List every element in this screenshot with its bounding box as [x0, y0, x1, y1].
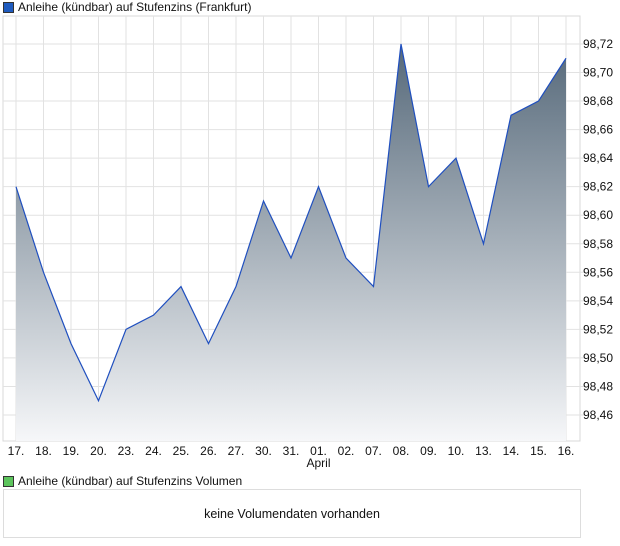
y-tick-label: 98,70	[583, 66, 613, 80]
y-tick-label: 98,50	[583, 351, 613, 365]
x-tick-label: 08.	[393, 444, 410, 458]
y-tick-label: 98,58	[583, 237, 613, 251]
price-legend: Anleihe (kündbar) auf Stufenzins (Frankf…	[3, 0, 251, 14]
x-tick-label: 27.	[228, 444, 245, 458]
price-area	[16, 43, 566, 441]
x-tick-label: 20.	[90, 444, 107, 458]
y-tick-label: 98,64	[583, 151, 613, 165]
y-tick-label: 98,60	[583, 208, 613, 222]
x-tick-label: 02.	[338, 444, 355, 458]
month-label: April	[306, 456, 330, 470]
x-tick-label: 19.	[63, 444, 80, 458]
y-tick-label: 98,72	[583, 37, 613, 51]
y-tick-label: 98,62	[583, 180, 613, 194]
y-tick-label: 98,66	[583, 123, 613, 137]
volume-legend: Anleihe (kündbar) auf Stufenzins Volumen	[3, 474, 242, 488]
x-tick-label: 09.	[420, 444, 437, 458]
x-tick-label: 14.	[503, 444, 520, 458]
x-tick-label: 07.	[365, 444, 382, 458]
y-tick-label: 98,46	[583, 408, 613, 422]
x-tick-label: 31.	[283, 444, 300, 458]
y-tick-label: 98,48	[583, 379, 613, 393]
x-tick-label: 16.	[558, 444, 575, 458]
price-swatch-icon	[3, 1, 14, 13]
x-tick-label: 10.	[448, 444, 465, 458]
x-tick-label: 25.	[173, 444, 190, 458]
y-tick-label: 98,56	[583, 265, 613, 279]
volume-legend-label: Anleihe (kündbar) auf Stufenzins Volumen	[18, 474, 243, 488]
price-chart: 98,46 98,48 98,50 98,52 98,54 98,56 98,58 98,60…	[2, 15, 613, 470]
x-tick-label: 18.	[35, 444, 52, 458]
y-tick-label: 98,68	[583, 94, 613, 108]
x-tick-label: 17.	[8, 444, 25, 458]
x-tick-label: 15.	[530, 444, 547, 458]
volume-swatch-icon	[3, 475, 14, 487]
y-tick-label: 98,54	[583, 294, 613, 308]
x-tick-label: 26.	[200, 444, 217, 458]
price-legend-label: Anleihe (kündbar) auf Stufenzins (Frankf…	[18, 0, 252, 14]
x-tick-label: 30.	[255, 444, 272, 458]
volume-empty-message: keine Volumendaten vorhanden	[204, 506, 380, 521]
y-tick-label: 98,52	[583, 322, 613, 336]
x-tick-label: 13.	[475, 444, 492, 458]
x-tick-label: 24.	[145, 444, 162, 458]
x-tick-label: 01.	[310, 444, 327, 458]
x-tick-label: 23.	[118, 444, 135, 458]
volume-panel: keine Volumendaten vorhanden	[3, 489, 581, 538]
